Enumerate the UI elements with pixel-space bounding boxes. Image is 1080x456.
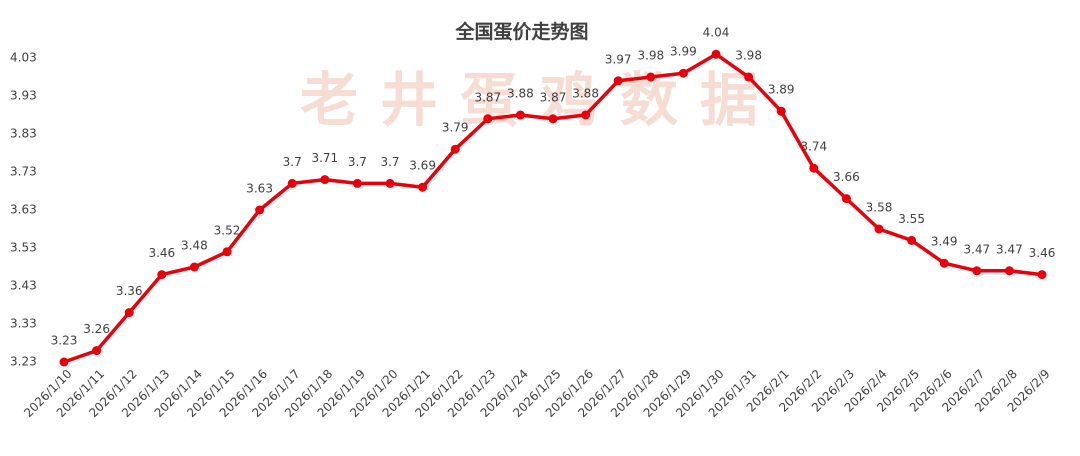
point bbox=[352, 178, 362, 188]
point bbox=[450, 144, 460, 154]
point bbox=[515, 110, 525, 120]
point bbox=[678, 68, 688, 78]
data-label: 3.52 bbox=[214, 223, 241, 237]
point bbox=[874, 224, 884, 234]
data-label: 3.69 bbox=[409, 159, 436, 173]
data-label: 3.7 bbox=[283, 155, 302, 169]
y-tick-label: 3.53 bbox=[10, 241, 37, 255]
point bbox=[320, 175, 330, 185]
data-label: 3.71 bbox=[311, 151, 338, 165]
point bbox=[646, 72, 656, 82]
data-label: 3.47 bbox=[996, 242, 1023, 256]
data-label: 3.63 bbox=[246, 182, 273, 196]
data-label: 3.49 bbox=[931, 235, 958, 249]
point bbox=[809, 163, 819, 173]
point bbox=[581, 110, 591, 120]
data-label: 3.48 bbox=[181, 239, 208, 253]
data-label: 3.7 bbox=[348, 155, 367, 169]
point bbox=[841, 194, 851, 204]
point bbox=[124, 308, 134, 318]
point bbox=[1037, 270, 1047, 280]
point bbox=[287, 178, 297, 188]
data-label: 4.04 bbox=[703, 26, 730, 40]
data-label: 3.26 bbox=[83, 322, 110, 336]
point bbox=[385, 178, 395, 188]
data-label: 3.99 bbox=[670, 45, 697, 59]
data-label: 3.98 bbox=[637, 49, 664, 63]
y-tick-label: 4.03 bbox=[10, 51, 37, 65]
point bbox=[59, 357, 69, 367]
y-tick-label: 3.63 bbox=[10, 203, 37, 217]
data-label: 3.46 bbox=[1029, 246, 1056, 260]
data-label: 3.98 bbox=[735, 49, 762, 63]
point bbox=[939, 258, 949, 268]
point bbox=[613, 76, 623, 86]
data-label: 3.87 bbox=[474, 90, 501, 104]
y-tick-label: 3.33 bbox=[10, 317, 37, 331]
point bbox=[1004, 266, 1014, 276]
point bbox=[222, 247, 232, 257]
point bbox=[907, 235, 917, 245]
y-tick-label: 3.23 bbox=[10, 355, 37, 369]
point bbox=[157, 270, 167, 280]
data-label: 3.58 bbox=[866, 201, 893, 215]
point bbox=[972, 266, 982, 276]
data-label: 3.47 bbox=[963, 242, 990, 256]
data-label: 3.7 bbox=[380, 155, 399, 169]
data-label: 3.66 bbox=[833, 170, 860, 184]
data-label: 3.79 bbox=[442, 121, 469, 135]
data-label: 3.88 bbox=[572, 87, 599, 101]
point bbox=[255, 205, 265, 215]
y-tick-label: 3.83 bbox=[10, 127, 37, 141]
point bbox=[483, 114, 493, 124]
point bbox=[711, 49, 721, 59]
data-label: 3.23 bbox=[51, 334, 78, 348]
data-label: 3.88 bbox=[507, 87, 534, 101]
data-label: 3.97 bbox=[605, 52, 632, 66]
y-tick-label: 3.43 bbox=[10, 279, 37, 293]
point bbox=[548, 114, 558, 124]
data-label: 3.89 bbox=[768, 83, 795, 97]
data-label: 3.87 bbox=[540, 90, 567, 104]
point bbox=[418, 182, 428, 192]
point bbox=[92, 346, 102, 356]
y-tick-label: 3.93 bbox=[10, 89, 37, 103]
point bbox=[189, 262, 199, 272]
data-label: 3.55 bbox=[898, 212, 925, 226]
data-label: 3.36 bbox=[116, 284, 143, 298]
point bbox=[744, 72, 754, 82]
data-label: 3.46 bbox=[148, 246, 175, 260]
point bbox=[776, 106, 786, 116]
chart-title: 全国蛋价走势图 bbox=[454, 20, 588, 43]
y-tick-label: 3.73 bbox=[10, 165, 37, 179]
data-label: 3.74 bbox=[800, 140, 827, 154]
